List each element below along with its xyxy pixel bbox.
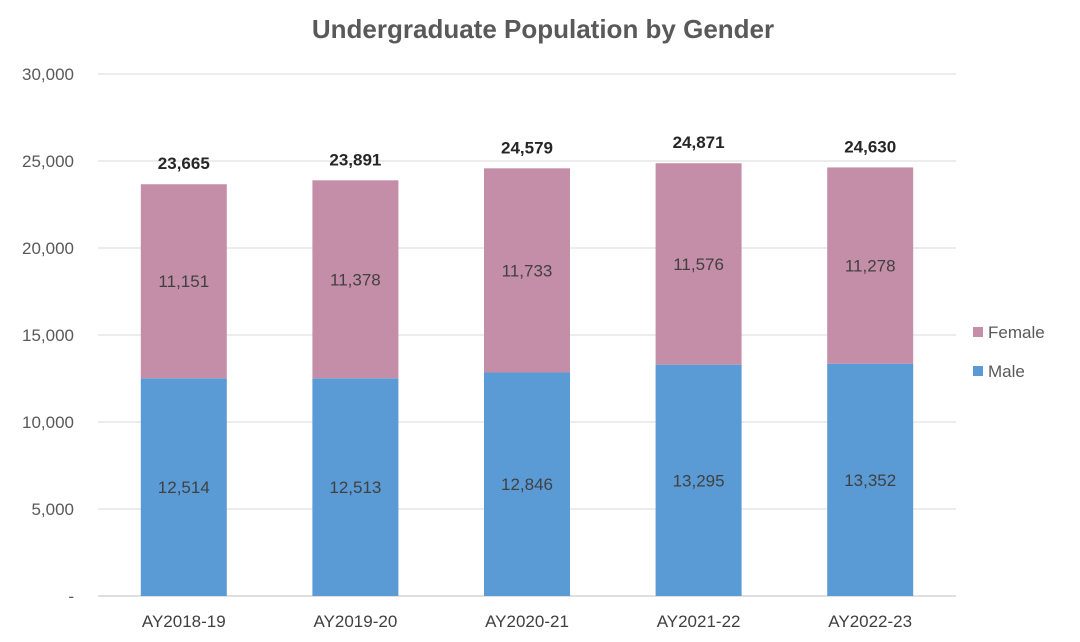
bar-segment-female xyxy=(140,184,227,379)
legend-label-male: Male xyxy=(988,362,1025,381)
y-tick-label: 25,000 xyxy=(22,152,74,171)
bar-segment-female xyxy=(484,168,570,373)
total-label: 24,871 xyxy=(673,133,725,152)
total-label: 23,665 xyxy=(158,154,210,173)
x-tick-label: AY2020-21 xyxy=(485,612,569,631)
bar-segment-female xyxy=(655,163,742,365)
x-tick-label: AY2022-23 xyxy=(828,612,912,631)
y-tick-label: 30,000 xyxy=(22,65,74,84)
bar-segment-male xyxy=(484,372,570,596)
data-label-female: 11,151 xyxy=(158,272,209,291)
legend: Female Male xyxy=(973,323,1045,381)
x-tick-label: AY2021-22 xyxy=(657,612,741,631)
legend-swatch-male xyxy=(973,366,983,376)
y-tick-label: 20,000 xyxy=(22,239,74,258)
data-label-female: 11,278 xyxy=(845,257,896,276)
bar-segment-male xyxy=(655,364,742,596)
data-labels: 12,514 11,151 23,665 12,513 11,378 23,891 12,8… xyxy=(158,133,896,497)
x-tick-label: AY2019-20 xyxy=(313,612,397,631)
data-label-male: 12,513 xyxy=(329,478,381,497)
y-axis-ticks: - 5,000 10,000 15,000 20,000 25,000 30,000 xyxy=(22,65,74,606)
data-label-female: 11,733 xyxy=(502,261,553,280)
data-label-female: 11,378 xyxy=(330,270,381,289)
data-label-male: 12,846 xyxy=(501,475,553,494)
y-tick-label: 15,000 xyxy=(22,326,74,345)
bar-segment-female xyxy=(827,167,914,364)
x-axis-ticks: AY2018-19 AY2019-20 AY2020-21 AY2021-22 AY20… xyxy=(142,612,912,631)
y-tick-label: 5,000 xyxy=(31,500,74,519)
data-label-male: 12,514 xyxy=(158,478,210,497)
data-label-male: 13,295 xyxy=(673,471,725,490)
total-label: 24,630 xyxy=(844,137,896,156)
bar-segment-female xyxy=(312,180,399,379)
legend-swatch-female xyxy=(973,327,983,337)
data-label-female: 11,576 xyxy=(673,255,724,274)
data-label-male: 13,352 xyxy=(844,471,896,490)
total-label: 24,579 xyxy=(501,138,553,157)
bars xyxy=(140,163,914,596)
legend-label-female: Female xyxy=(988,323,1045,342)
bar-segment-male xyxy=(140,378,227,596)
y-tick-label: - xyxy=(68,587,74,606)
total-label: 23,891 xyxy=(329,150,381,169)
bar-segment-male xyxy=(312,378,399,596)
bar-segment-male xyxy=(827,363,914,596)
y-tick-label: 10,000 xyxy=(22,413,74,432)
chart-title: Undergraduate Population by Gender xyxy=(312,14,774,44)
x-tick-label: AY2018-19 xyxy=(142,612,226,631)
